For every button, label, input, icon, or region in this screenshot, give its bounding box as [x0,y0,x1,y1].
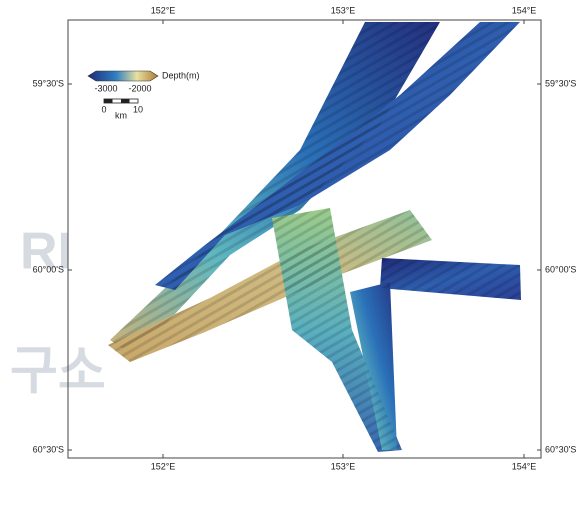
lon-label: 153°E [331,5,356,15]
scalebar: 0 10 km [101,99,143,120]
map: RI 구소 152°E 153°E 154°E 152°E 153°E 154°… [0,0,584,503]
lat-label: 59°30'S [33,78,64,88]
colorbar-tick: -3000 [94,83,117,93]
colorbar: Depth(m) -3000 -2000 [88,70,200,93]
lon-label: 154°E [512,461,537,471]
colorbar-label: Depth(m) [162,70,200,80]
scale-unit: km [115,110,127,120]
lon-label: 152°E [151,461,176,471]
watermark: 구소 [10,343,106,401]
lon-label: 153°E [331,461,356,471]
lon-label: 154°E [512,5,537,15]
lat-label: 59°30'S [545,78,576,88]
lat-label: 60°30'S [545,444,576,454]
lat-label: 60°00'S [545,264,576,274]
lon-label: 152°E [151,5,176,15]
lat-label: 60°30'S [33,444,64,454]
scale-tick: 10 [133,104,143,114]
lat-label: 60°00'S [33,264,64,274]
colorbar-tick: -2000 [128,83,151,93]
page: {"map": { "top_labels": ["152°E", "153°E… [0,0,584,508]
scale-tick: 0 [101,104,106,114]
swaths [108,22,521,452]
